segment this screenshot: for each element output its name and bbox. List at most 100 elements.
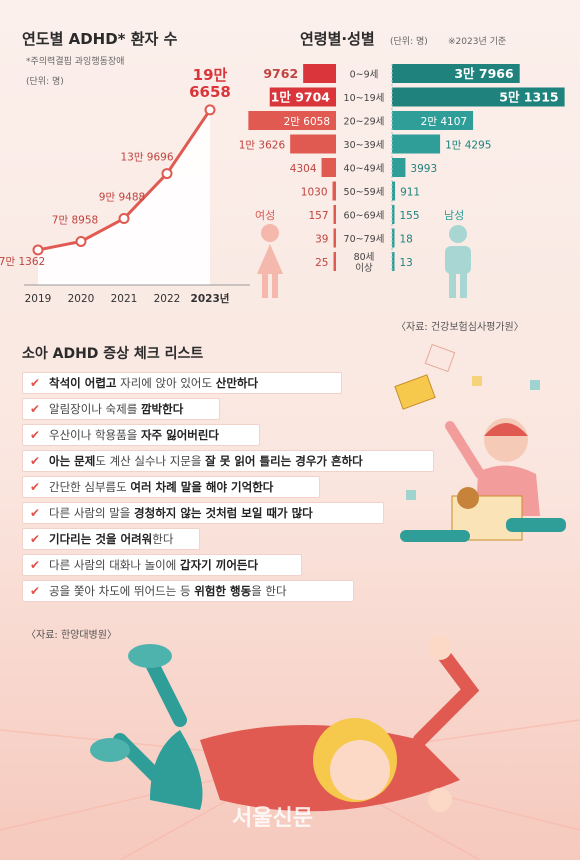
male-value-label: 13 — [400, 257, 413, 269]
bar-female — [333, 228, 336, 248]
checklist-item-text: 착석이 어렵고 자리에 앉아 있어도 산만하다 — [49, 376, 259, 390]
bar-male — [392, 205, 395, 224]
female-value-label: 1만 3626 — [239, 140, 286, 152]
bar-male — [392, 87, 565, 107]
female-figure-icon — [257, 224, 283, 298]
female-value-label: 25 — [315, 257, 328, 269]
age-category-label: 0~9세 — [350, 70, 379, 81]
age-category-label: 50~59세 — [344, 187, 385, 198]
x-tick-label: 2021 — [111, 293, 138, 305]
male-value-label: 5만 1315 — [499, 90, 558, 105]
line-data-label: 7만 8958 — [52, 214, 98, 226]
female-value-label: 9762 — [263, 66, 298, 81]
checklist-item: ✔ 다른 사람의 말을 경청하지 않는 것처럼 보일 때가 많다 — [22, 502, 384, 524]
bar-female — [332, 181, 336, 201]
checkmark-icon: ✔ — [30, 558, 41, 572]
checklist-item: ✔ 알림장이나 숙제를 깜박한다 — [22, 398, 220, 420]
female-value-label: 39 — [315, 234, 328, 246]
checklist-item: ✔ 다른 사람의 대화나 놀이에 갑자기 끼어든다 — [22, 554, 302, 576]
x-tick-label: 2019 — [25, 293, 52, 305]
line-point — [161, 168, 173, 180]
checklist-title: 소아 ADHD 증상 체크 리스트 — [22, 346, 204, 362]
checklist-item: ✔ 공을 쫓아 차도에 뛰어드는 등 위험한 행동을 한다 — [22, 580, 354, 602]
male-value-label: 18 — [400, 234, 413, 246]
female-value-label: 4304 — [290, 163, 317, 175]
bar-female — [333, 252, 336, 271]
male-label: 남성 — [444, 209, 465, 222]
female-label: 여성 — [255, 209, 276, 222]
checkmark-icon: ✔ — [30, 584, 41, 598]
age-category-label: 70~79세 — [344, 234, 385, 245]
female-value-label: 2만 6058 — [284, 116, 330, 128]
checklist-source: 〈자료: 한양대병원〉 — [26, 630, 117, 641]
x-tick-label: 2023년 — [191, 292, 230, 305]
male-value-label: 1만 4295 — [445, 140, 491, 152]
bar-male — [392, 111, 474, 130]
female-value-label: 157 — [308, 210, 328, 222]
checkmark-icon: ✔ — [30, 480, 41, 494]
bar-female — [248, 111, 336, 130]
checklist-item: ✔ 아는 문제도 계산 실수나 지문을 잘 못 읽어 틀리는 경우가 흔하다 — [22, 450, 434, 472]
bar-female — [290, 134, 336, 154]
bar-chart: 0~9세 9762 3만 7966 10~19세 1만 9704 5만 1315 20~29… — [239, 64, 565, 274]
bar-female — [333, 205, 336, 224]
male-value-label: 3만 7966 — [454, 66, 514, 81]
checklist-item-text: 다른 사람의 대화나 놀이에 갑자기 끼어든다 — [49, 558, 259, 572]
age-category-label: 10~19세 — [344, 93, 385, 104]
checkmark-icon: ✔ — [30, 402, 41, 416]
bar-chart-source: 〈자료: 건강보험심사평가원〉 — [396, 322, 524, 333]
bar-male — [392, 134, 441, 154]
bar-male — [392, 158, 406, 177]
girl-illustration — [0, 636, 580, 860]
age-category-label: 40~49세 — [344, 164, 385, 175]
line-data-label: 13만 9696 — [120, 152, 173, 164]
checkmark-icon: ✔ — [30, 506, 41, 520]
bar-female — [269, 87, 336, 107]
checkmark-icon: ✔ — [30, 376, 41, 390]
checklist-item-text: 공을 쫓아 차도에 뛰어드는 등 위험한 행동을 한다 — [49, 584, 287, 598]
line-area — [38, 109, 210, 285]
age-category-label: 60~69세 — [344, 211, 385, 222]
checklist-item-text: 간단한 심부름도 여러 차례 말을 해야 기억한다 — [49, 480, 274, 494]
checklist-item-text: 알림장이나 숙제를 깜박한다 — [49, 402, 184, 416]
line-point — [118, 213, 130, 225]
male-value-label: 3993 — [410, 163, 437, 175]
checklist-item: ✔ 착석이 어렵고 자리에 앉아 있어도 산만하다 — [22, 372, 342, 394]
checklist-item-text: 우산이나 학용품을 자주 잃어버린다 — [49, 428, 220, 442]
line-data-label: 9만 9488 — [99, 192, 145, 204]
bar-male — [392, 252, 395, 271]
line-data-label: 19만 6658 — [189, 66, 231, 101]
bar-male — [392, 228, 395, 248]
bar-chart-title: 연령별·성별 — [300, 30, 375, 48]
checkmark-icon: ✔ — [30, 454, 41, 468]
bar-male — [392, 181, 396, 201]
bar-chart-unit: (단위: 명) — [390, 37, 428, 47]
female-value-label: 1만 9704 — [271, 90, 331, 105]
age-category-label: 80세 이상 — [354, 252, 375, 274]
bar-female — [303, 64, 336, 83]
line-data-label: 7만 1362 — [0, 256, 45, 268]
checklist-item-text: 아는 문제도 계산 실수나 지문을 잘 못 읽어 틀리는 경우가 흔하다 — [49, 454, 363, 468]
checklist-item: ✔ 기다리는 것을 어려워한다 — [22, 528, 200, 550]
line-point — [32, 244, 44, 256]
male-value-label: 2만 4107 — [421, 116, 467, 128]
female-value-label: 1030 — [301, 187, 328, 199]
checkmark-icon: ✔ — [30, 532, 41, 546]
checklist-item: ✔ 간단한 심부름도 여러 차례 말을 해야 기억한다 — [22, 476, 320, 498]
checkmark-icon: ✔ — [30, 428, 41, 442]
bar-female — [321, 158, 336, 177]
x-tick-label: 2020 — [68, 293, 95, 305]
line-chart-title: 연도별 ADHD* 환자 수 — [22, 30, 178, 48]
line-point — [204, 104, 216, 116]
male-value-label: 911 — [400, 187, 420, 199]
x-tick-label: 2022 — [154, 293, 181, 305]
age-category-label: 20~29세 — [344, 117, 385, 128]
age-category-label: 30~39세 — [344, 140, 385, 151]
male-figure-icon — [445, 225, 471, 298]
line-chart-note: *주의력결핍 과잉행동장애 — [26, 57, 125, 67]
bar-chart-note: ※2023년 기준 — [448, 37, 507, 47]
checklist-item-text: 다른 사람의 말을 경청하지 않는 것처럼 보일 때가 많다 — [49, 506, 313, 520]
checklist-item: ✔ 우산이나 학용품을 자주 잃어버린다 — [22, 424, 260, 446]
boy-illustration — [394, 343, 566, 542]
line-point — [75, 235, 87, 247]
